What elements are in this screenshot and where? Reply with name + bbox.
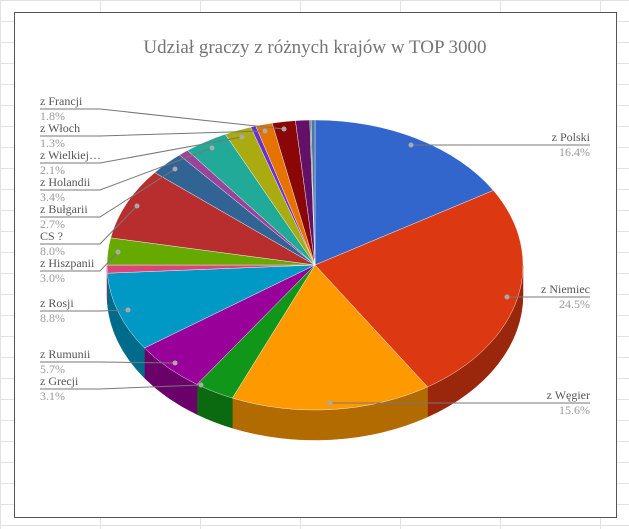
pie-slice[interactable] <box>314 190 524 388</box>
slice-percent: 3.1% <box>40 389 65 403</box>
slice-label: z Holandii <box>40 175 91 189</box>
pie-slice[interactable] <box>107 264 316 349</box>
pie-slice[interactable] <box>310 119 316 266</box>
leader-line <box>40 251 119 272</box>
slice-percent: 1.8% <box>40 109 65 123</box>
pie-slice[interactable] <box>314 119 494 266</box>
leader-dot <box>262 128 268 134</box>
slice-label: z Węgier <box>547 388 590 402</box>
slice-label: z Rumunii <box>40 347 91 361</box>
slice-percent: 16.4% <box>559 145 590 159</box>
slice-label: z Wielkiej… <box>40 148 101 162</box>
slice-percent: 1.3% <box>40 136 65 150</box>
leader-dot <box>172 360 178 366</box>
slice-label: z Włoch <box>40 121 80 135</box>
leader-dot <box>408 142 414 148</box>
leader-dot <box>281 126 287 132</box>
leader-dot <box>198 382 204 388</box>
pie-slice[interactable] <box>232 264 428 411</box>
leader-line <box>40 309 129 312</box>
slice-percent: 2.1% <box>40 163 65 177</box>
slice-percent: 3.0% <box>40 271 65 285</box>
leader-dot <box>504 294 510 300</box>
leader-line <box>40 168 176 218</box>
leader-line <box>40 130 266 137</box>
slice-label: CS ? <box>40 229 63 243</box>
leader-line <box>40 136 243 164</box>
slice-label: z Hiszpanii <box>40 256 95 270</box>
pie-top <box>106 119 524 411</box>
slice-percent: 24.5% <box>559 297 590 311</box>
slice-percent: 8.0% <box>40 244 65 258</box>
leader-dot <box>327 400 333 406</box>
leader-dot <box>209 145 215 151</box>
leader-line <box>40 361 176 364</box>
slice-label: z Niemiec <box>541 282 590 296</box>
slice-percent: 5.7% <box>40 362 65 376</box>
leader-line <box>40 147 213 191</box>
leader-line <box>40 384 202 390</box>
leader-dot <box>134 203 140 209</box>
slice-label: z Bułgarii <box>40 202 88 216</box>
slice-label: z Rosji <box>40 296 74 310</box>
leader-dot <box>125 307 131 313</box>
slice-percent: 15.6% <box>559 403 590 417</box>
leader-line <box>40 108 285 130</box>
leader-dot <box>172 166 178 172</box>
leader-line <box>40 205 138 245</box>
slice-label: z Grecji <box>40 374 79 388</box>
leader-dot <box>239 134 245 140</box>
leader-dot <box>115 249 121 255</box>
slice-percent: 2.7% <box>40 217 65 231</box>
slice-percent: 8.8% <box>40 311 65 325</box>
slice-label: z Polski <box>552 130 591 144</box>
slice-label: z Francji <box>40 94 83 108</box>
pie-slice[interactable] <box>110 172 316 266</box>
slice-percent: 3.4% <box>40 190 65 204</box>
chart-title: Udział graczy z różnych krajów w TOP 300… <box>143 37 486 58</box>
